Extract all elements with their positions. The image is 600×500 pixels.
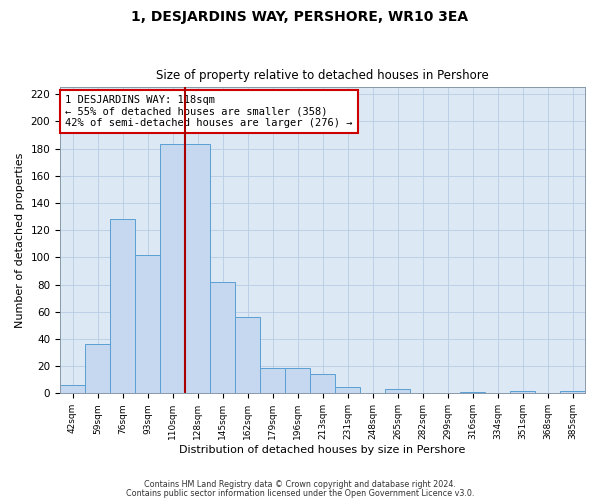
Bar bbox=[260, 368, 285, 394]
Bar bbox=[185, 144, 210, 394]
Bar bbox=[60, 385, 85, 394]
Bar bbox=[210, 282, 235, 394]
Text: 1 DESJARDINS WAY: 118sqm
← 55% of detached houses are smaller (358)
42% of semi-: 1 DESJARDINS WAY: 118sqm ← 55% of detach… bbox=[65, 95, 353, 128]
Bar bbox=[510, 390, 535, 394]
Bar bbox=[310, 374, 335, 394]
Bar bbox=[135, 254, 160, 394]
Bar bbox=[460, 392, 485, 394]
Y-axis label: Number of detached properties: Number of detached properties bbox=[15, 152, 25, 328]
Bar bbox=[285, 368, 310, 394]
Bar bbox=[385, 390, 410, 394]
Bar bbox=[85, 344, 110, 394]
X-axis label: Distribution of detached houses by size in Pershore: Distribution of detached houses by size … bbox=[179, 445, 466, 455]
Bar bbox=[560, 390, 585, 394]
Title: Size of property relative to detached houses in Pershore: Size of property relative to detached ho… bbox=[156, 69, 489, 82]
Bar bbox=[235, 317, 260, 394]
Text: Contains public sector information licensed under the Open Government Licence v3: Contains public sector information licen… bbox=[126, 489, 474, 498]
Bar bbox=[160, 144, 185, 394]
Text: 1, DESJARDINS WAY, PERSHORE, WR10 3EA: 1, DESJARDINS WAY, PERSHORE, WR10 3EA bbox=[131, 10, 469, 24]
Text: Contains HM Land Registry data © Crown copyright and database right 2024.: Contains HM Land Registry data © Crown c… bbox=[144, 480, 456, 489]
Bar bbox=[110, 220, 135, 394]
Bar bbox=[335, 386, 360, 394]
